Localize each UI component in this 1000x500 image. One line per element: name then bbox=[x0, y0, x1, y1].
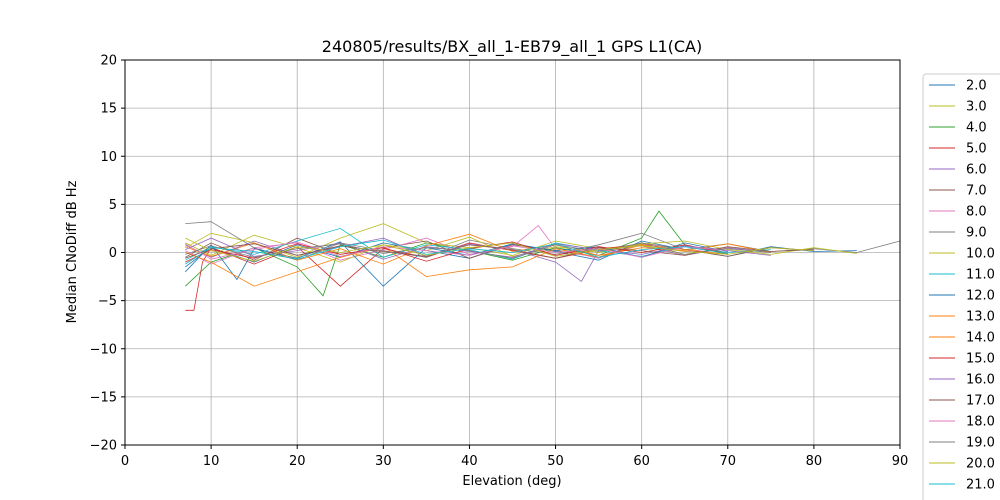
legend-label: 17.0 bbox=[966, 394, 995, 409]
y-tick-label: −10 bbox=[90, 342, 117, 357]
series-line-21.0 bbox=[185, 239, 728, 265]
legend: 2.0 3.0 4.0 5.0 6.0 7.0 8.0 9.0 10.0 11.0 12.0 13.0… bbox=[922, 73, 1000, 500]
legend-label: 6.0 bbox=[966, 163, 987, 178]
y-tick-label: 15 bbox=[100, 102, 117, 117]
x-tick-label: 40 bbox=[461, 454, 478, 469]
y-tick-label: 10 bbox=[100, 150, 117, 165]
legend-label: 3.0 bbox=[966, 100, 987, 115]
y-tick-label: 5 bbox=[109, 198, 117, 213]
x-tick-label: 50 bbox=[547, 454, 564, 469]
legend-label: 4.0 bbox=[966, 121, 987, 136]
series-line-13.0 bbox=[185, 244, 728, 287]
legend-label: 14.0 bbox=[966, 331, 995, 346]
legend-label: 18.0 bbox=[966, 415, 995, 430]
legend-label: 2.0 bbox=[966, 79, 987, 94]
y-tick-label: 20 bbox=[100, 54, 117, 69]
legend-label: 10.0 bbox=[966, 247, 995, 262]
x-tick-label: 60 bbox=[633, 454, 650, 469]
legend-label: 20.0 bbox=[966, 457, 995, 472]
legend-label: 13.0 bbox=[966, 310, 995, 325]
x-tick-label: 90 bbox=[892, 454, 909, 469]
x-axis-label: Elevation (deg) bbox=[462, 474, 561, 489]
legend-frame bbox=[922, 73, 1000, 500]
x-axis-ticks: 0 10 20 30 40 50 60 70 80 90 bbox=[121, 445, 908, 469]
legend-label: 15.0 bbox=[966, 352, 995, 367]
series-line-18.0 bbox=[185, 241, 728, 260]
series-layer bbox=[185, 210, 901, 311]
legend-label: 9.0 bbox=[966, 226, 987, 241]
y-tick-label: −5 bbox=[98, 294, 117, 309]
legend-label: 11.0 bbox=[966, 268, 995, 283]
legend-label: 16.0 bbox=[966, 373, 995, 388]
legend-label: 19.0 bbox=[966, 436, 995, 451]
y-tick-label: 0 bbox=[109, 246, 117, 261]
legend-label: 7.0 bbox=[966, 184, 987, 199]
series-line-20.0 bbox=[185, 237, 814, 262]
legend-label: 21.0 bbox=[966, 478, 995, 493]
x-tick-label: 70 bbox=[720, 454, 737, 469]
series-line-17.0 bbox=[185, 243, 814, 259]
x-tick-label: 0 bbox=[121, 454, 129, 469]
x-tick-label: 30 bbox=[375, 454, 392, 469]
legend-label: 8.0 bbox=[966, 205, 987, 220]
x-tick-label: 80 bbox=[806, 454, 823, 469]
y-tick-label: −20 bbox=[90, 439, 117, 454]
x-tick-label: 10 bbox=[203, 454, 220, 469]
y-tick-label: −15 bbox=[90, 390, 117, 405]
x-tick-label: 20 bbox=[289, 454, 306, 469]
legend-label: 5.0 bbox=[966, 142, 987, 157]
y-axis-label: Median CNoDiff dB Hz bbox=[65, 180, 80, 323]
legend-label: 12.0 bbox=[966, 289, 995, 304]
chart-title: 240805/results/BX_all_1-EB79_all_1 GPS L… bbox=[322, 37, 702, 57]
series-line-4.0 bbox=[185, 210, 728, 297]
y-axis-ticks: 20 15 10 5 0 −5 −10 −15 −20 bbox=[90, 54, 125, 454]
